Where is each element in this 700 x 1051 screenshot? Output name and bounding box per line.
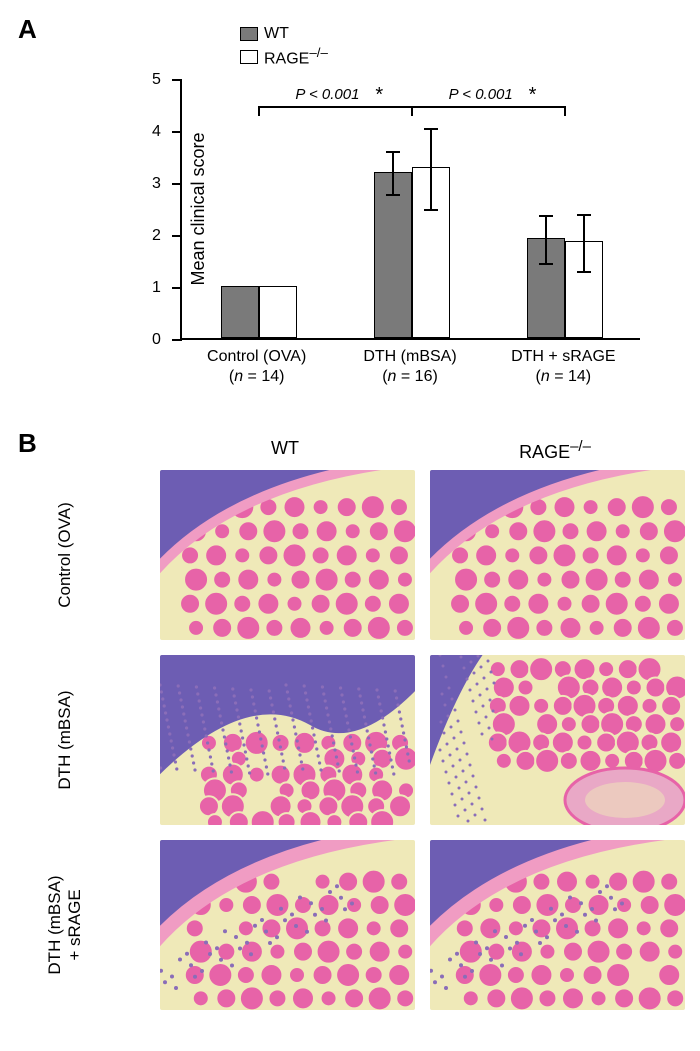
significance-bracket	[412, 106, 565, 108]
error-cap	[386, 194, 400, 196]
y-tick-label: 2	[152, 227, 161, 245]
error-bar	[392, 152, 394, 196]
col-head: RAGE–/–	[430, 438, 680, 463]
significance-drop	[258, 106, 260, 116]
chart-legend: WT RAGE–/–	[240, 25, 328, 70]
panel-a-chart: WT RAGE–/– Mean clinical score 0 1 2 3 4 5 P <…	[100, 20, 660, 400]
significance-drop	[564, 106, 566, 116]
y-tick	[172, 287, 182, 289]
y-tick	[172, 235, 182, 237]
histology-image	[430, 840, 685, 1010]
x-group-n: (n = 14)	[493, 368, 633, 386]
error-bar	[430, 129, 432, 210]
x-group-label: Control (OVA)	[187, 348, 327, 366]
bar	[259, 286, 297, 338]
chart-plot-area: Mean clinical score 012345P < 0.001*P < …	[180, 80, 640, 340]
y-tick-label: 5	[152, 71, 161, 89]
error-cap	[424, 209, 438, 211]
legend-swatch-rage	[240, 50, 258, 64]
y-tick	[172, 183, 182, 185]
row-label: Control (OVA)	[55, 470, 75, 640]
x-group-n: (n = 16)	[340, 368, 480, 386]
histology-image	[160, 840, 415, 1010]
significance-star: *	[375, 84, 383, 107]
x-group-n: (n = 14)	[187, 368, 327, 386]
significance-star: *	[529, 84, 537, 107]
bar	[221, 286, 259, 338]
error-cap	[539, 263, 553, 265]
y-tick	[172, 131, 182, 133]
y-tick-label: 3	[152, 175, 161, 193]
histology-image	[430, 470, 685, 640]
x-group-label: DTH + sRAGE	[493, 348, 633, 366]
error-cap	[386, 151, 400, 153]
legend-item-rage: RAGE–/–	[240, 45, 328, 68]
panel-a-label: A	[18, 14, 37, 45]
panel-b-label: B	[18, 428, 37, 459]
y-tick-label: 1	[152, 279, 161, 297]
significance-label: P < 0.001	[449, 86, 513, 103]
legend-label-wt: WT	[264, 25, 289, 43]
histology-image	[430, 655, 685, 825]
bar	[374, 172, 412, 338]
error-cap	[577, 271, 591, 273]
legend-swatch-wt	[240, 27, 258, 41]
legend-item-wt: WT	[240, 25, 328, 43]
y-tick-label: 0	[152, 331, 161, 349]
histology-image	[160, 470, 415, 640]
histology-image	[160, 655, 415, 825]
x-group-label: DTH (mBSA)	[340, 348, 480, 366]
error-bar	[583, 215, 585, 272]
significance-label: P < 0.001	[295, 86, 359, 103]
row-label: DTH (mBSA)	[55, 655, 75, 825]
row-label: DTH (mBSA)+ sRAGE	[45, 840, 85, 1010]
y-tick	[172, 79, 182, 81]
error-bar	[545, 216, 547, 264]
y-axis-label: Mean clinical score	[188, 132, 209, 285]
legend-label-rage: RAGE–/–	[264, 45, 328, 68]
significance-drop	[411, 106, 413, 116]
y-tick-label: 4	[152, 123, 161, 141]
error-cap	[539, 215, 553, 217]
error-cap	[424, 128, 438, 130]
y-tick	[172, 339, 182, 341]
significance-bracket	[259, 106, 412, 108]
col-head: WT	[160, 438, 410, 459]
error-cap	[577, 214, 591, 216]
